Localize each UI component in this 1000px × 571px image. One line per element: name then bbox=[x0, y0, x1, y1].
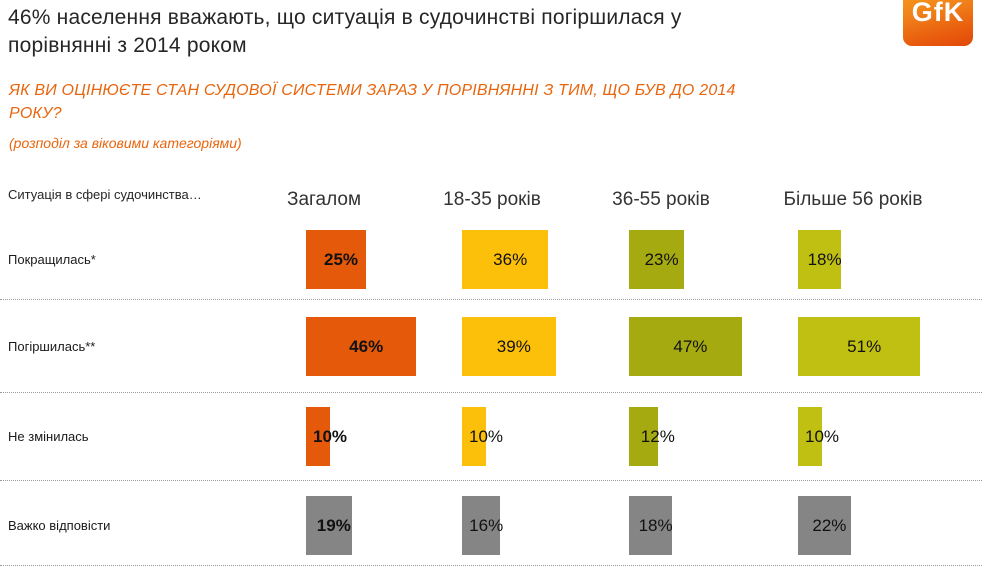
bar bbox=[462, 230, 549, 289]
bar bbox=[306, 496, 352, 555]
bar-value-label: 25% bbox=[323, 250, 359, 269]
bar bbox=[798, 407, 822, 466]
bar-value-label: 10% bbox=[804, 427, 840, 446]
bar bbox=[798, 230, 842, 289]
bar bbox=[462, 407, 486, 466]
row-label: Покращилась* bbox=[8, 252, 96, 267]
column-header-36-55: 36-55 років bbox=[612, 189, 710, 210]
row-label: Погіршилась** bbox=[8, 339, 96, 354]
bar bbox=[629, 230, 685, 289]
bar bbox=[798, 496, 851, 555]
table-row-improved: Покращилась* 25% 36% 23% 18% bbox=[0, 230, 1000, 289]
bar bbox=[462, 496, 501, 555]
column-header-total: Загалом bbox=[286, 189, 362, 210]
bar bbox=[306, 317, 417, 376]
distribution-note: (розподіл за віковими категоріями) bbox=[9, 135, 242, 151]
bar bbox=[306, 407, 330, 466]
bar-value-label: 12% bbox=[640, 427, 675, 446]
bar-value-label: 22% bbox=[812, 516, 847, 535]
page-title: 46% населення вважають, що ситуація в су… bbox=[8, 6, 682, 57]
survey-question: ЯК ВИ ОЦІНЮЄТЕ СТАН СУДОВОЇ СИСТЕМИ ЗАРА… bbox=[9, 82, 736, 122]
bar bbox=[462, 317, 556, 376]
bar bbox=[629, 407, 658, 466]
column-header-18-35: 18-35 років bbox=[443, 189, 541, 210]
bar-value-label: 19% bbox=[316, 516, 351, 535]
bar-value-label: 16% bbox=[469, 516, 504, 535]
column-header-56-plus: Більше 56 років bbox=[783, 189, 923, 210]
bar-value-label: 18% bbox=[807, 250, 842, 269]
table-row-hard-to-say: Важко відповісти 19% 16% 18% 22% bbox=[0, 496, 1000, 555]
table-row-worsened: Погіршилась** 46% 39% 47% 51% bbox=[0, 317, 1000, 376]
bar bbox=[306, 230, 366, 289]
bar bbox=[629, 496, 673, 555]
row-divider bbox=[0, 565, 982, 566]
bar-value-label: 46% bbox=[349, 337, 384, 356]
row-divider bbox=[0, 299, 982, 300]
bar-value-label: 18% bbox=[638, 516, 673, 535]
bar-value-label: 51% bbox=[847, 337, 882, 356]
bar-value-label: 10% bbox=[312, 427, 348, 446]
bar-value-label: 36% bbox=[493, 250, 528, 269]
row-divider bbox=[0, 480, 982, 481]
gfk-logo-text: GfK bbox=[911, 0, 965, 27]
row-label: Не змінилась bbox=[8, 429, 89, 444]
table-row-unchanged: Не змінилась 10% 10% 12% 10% bbox=[0, 407, 1000, 466]
gfk-logo: GfK bbox=[903, 0, 973, 46]
bar bbox=[798, 317, 921, 376]
bar bbox=[629, 317, 742, 376]
row-axis-title: Ситуація в сфері судочинства… bbox=[8, 187, 202, 202]
bar-value-label: 10% bbox=[468, 427, 504, 446]
row-label: Важко відповісти bbox=[8, 518, 111, 533]
bar-value-label: 47% bbox=[673, 337, 708, 356]
bar-value-label: 39% bbox=[496, 337, 531, 356]
row-divider bbox=[0, 392, 982, 393]
bar-value-label: 23% bbox=[644, 250, 679, 269]
